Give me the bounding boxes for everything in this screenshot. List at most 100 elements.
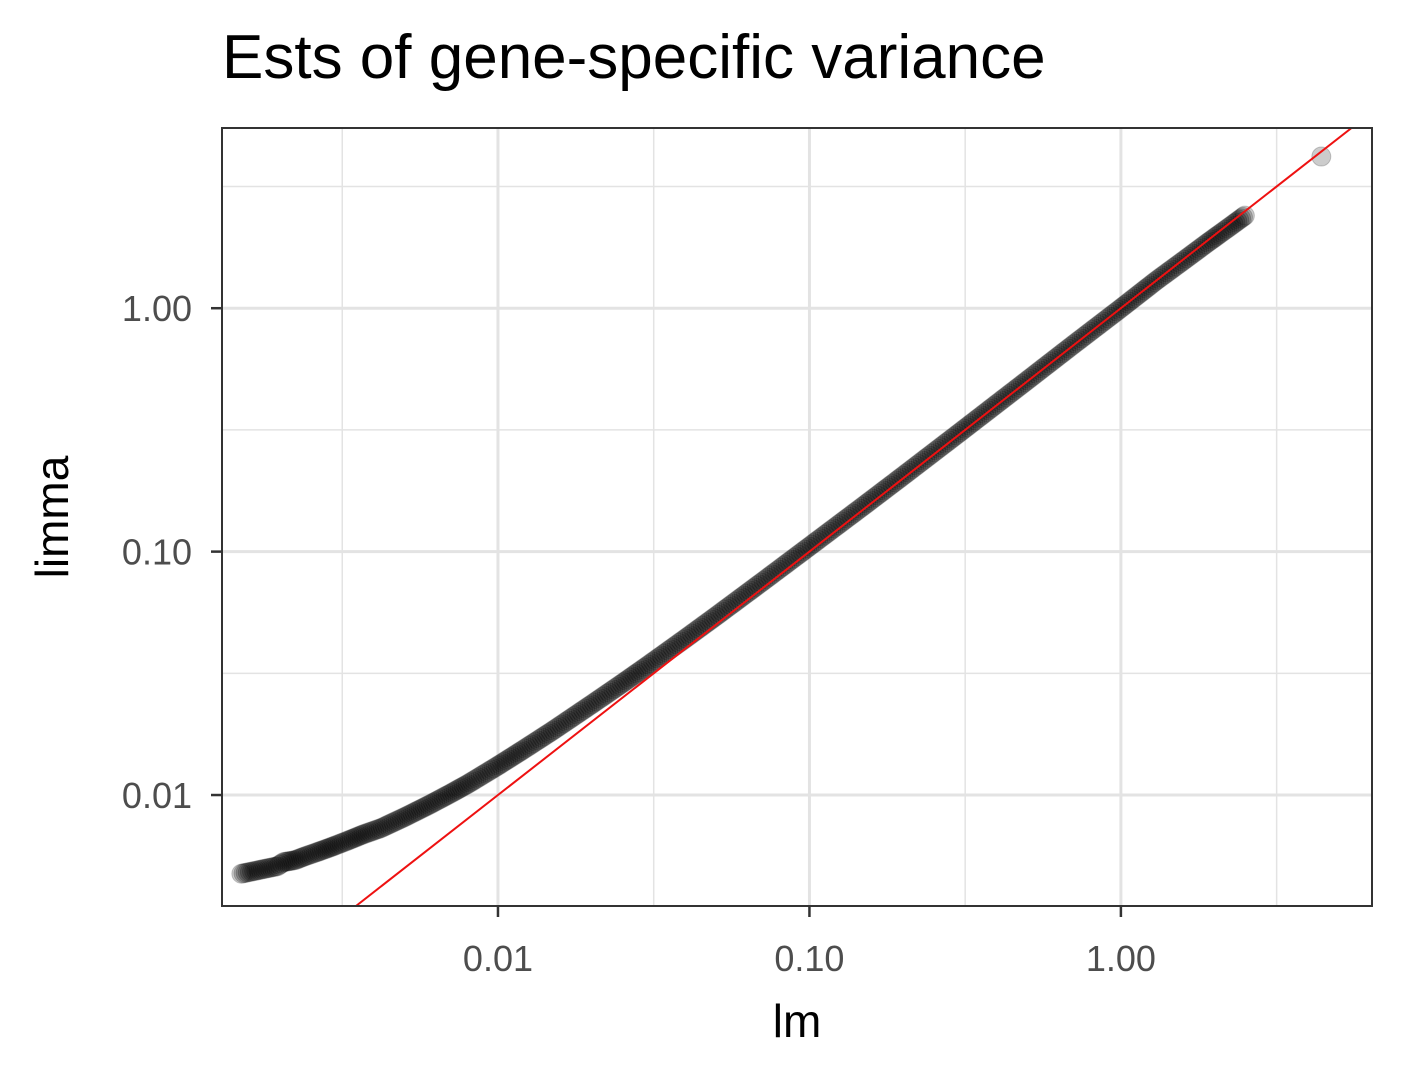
data-point [349, 825, 370, 846]
data-point [547, 717, 568, 738]
data-point [777, 552, 798, 573]
data-point [269, 854, 290, 875]
data-point [362, 821, 383, 842]
x-tick-label: 0.10 [774, 938, 844, 979]
data-point [254, 858, 275, 879]
data-point [521, 734, 542, 755]
data-point [246, 860, 267, 881]
data-point [884, 472, 905, 493]
data-point [437, 785, 458, 806]
data-point [880, 475, 901, 496]
data-point [628, 662, 649, 683]
data-point [233, 863, 254, 884]
data-point [381, 813, 402, 834]
data-point [389, 809, 410, 830]
data-point [1207, 225, 1228, 246]
data-point [418, 794, 439, 815]
data-point [865, 487, 886, 508]
data-point [908, 453, 929, 474]
data-point [400, 804, 421, 825]
axes: 0.01 0.10 1.00 0.01 0.10 1.00 [122, 288, 1156, 979]
data-point [1223, 213, 1244, 234]
data-point [504, 745, 525, 766]
data-point [311, 840, 332, 861]
data-point [331, 833, 352, 854]
data-point [624, 664, 645, 685]
data-point [538, 723, 559, 744]
data-point [622, 666, 643, 687]
data-point [345, 827, 366, 848]
data-point [408, 800, 429, 821]
data-point [570, 701, 591, 722]
data-point [516, 737, 537, 758]
data-point [620, 667, 641, 688]
data-point [307, 841, 328, 862]
data-point [901, 459, 922, 480]
data-point [1219, 216, 1240, 237]
data-point [803, 533, 824, 554]
data-point [439, 783, 460, 804]
data-point [532, 727, 553, 748]
data-point [634, 657, 655, 678]
data-point [451, 777, 472, 798]
data-point [786, 546, 807, 567]
data-point [825, 516, 846, 537]
data-point [248, 860, 269, 881]
data-point [607, 676, 628, 697]
data-point [575, 698, 596, 719]
data-point [479, 760, 500, 781]
data-point [836, 508, 857, 529]
data-point [651, 645, 672, 666]
data-point [305, 842, 326, 863]
data-point [795, 539, 816, 560]
data-point [897, 462, 918, 483]
data-point [775, 554, 796, 575]
data-point [814, 524, 835, 545]
data-point [414, 797, 435, 818]
data-point [875, 478, 896, 499]
data-point [416, 796, 437, 817]
data-point [1211, 222, 1232, 243]
data-point [581, 694, 602, 715]
data-point [577, 697, 598, 718]
data-point [579, 695, 600, 716]
data-point [534, 726, 555, 747]
data-point [477, 762, 498, 783]
data-point [510, 741, 531, 762]
data-point [519, 735, 540, 756]
data-point [1217, 218, 1238, 239]
data-point [636, 656, 657, 677]
data-point [267, 856, 288, 877]
data-point [231, 863, 252, 884]
data-point [250, 859, 271, 880]
data-point [895, 464, 916, 485]
data-point [594, 685, 615, 706]
data-point [882, 473, 903, 494]
data-point [279, 851, 300, 872]
data-point [867, 485, 888, 506]
data-point [252, 859, 273, 880]
data-point [468, 767, 489, 788]
data-point [1215, 219, 1236, 240]
data-point [506, 743, 527, 764]
data-point [792, 541, 813, 562]
data-point [261, 857, 282, 878]
data-point [781, 549, 802, 570]
data-point [560, 708, 581, 729]
data-point [242, 861, 262, 882]
data-point [645, 650, 666, 671]
data-point [841, 505, 862, 526]
data-point [514, 738, 535, 759]
x-tick-label: 0.01 [463, 938, 533, 979]
data-point [849, 498, 870, 519]
data-point [317, 838, 338, 859]
data-point [536, 724, 557, 745]
data-point [1201, 229, 1222, 250]
data-point [838, 506, 859, 527]
data-point [392, 808, 413, 829]
data-point [549, 716, 570, 737]
data-point [1227, 211, 1248, 232]
data-point [1199, 231, 1220, 252]
data-point [860, 490, 881, 511]
data-point [862, 488, 883, 509]
